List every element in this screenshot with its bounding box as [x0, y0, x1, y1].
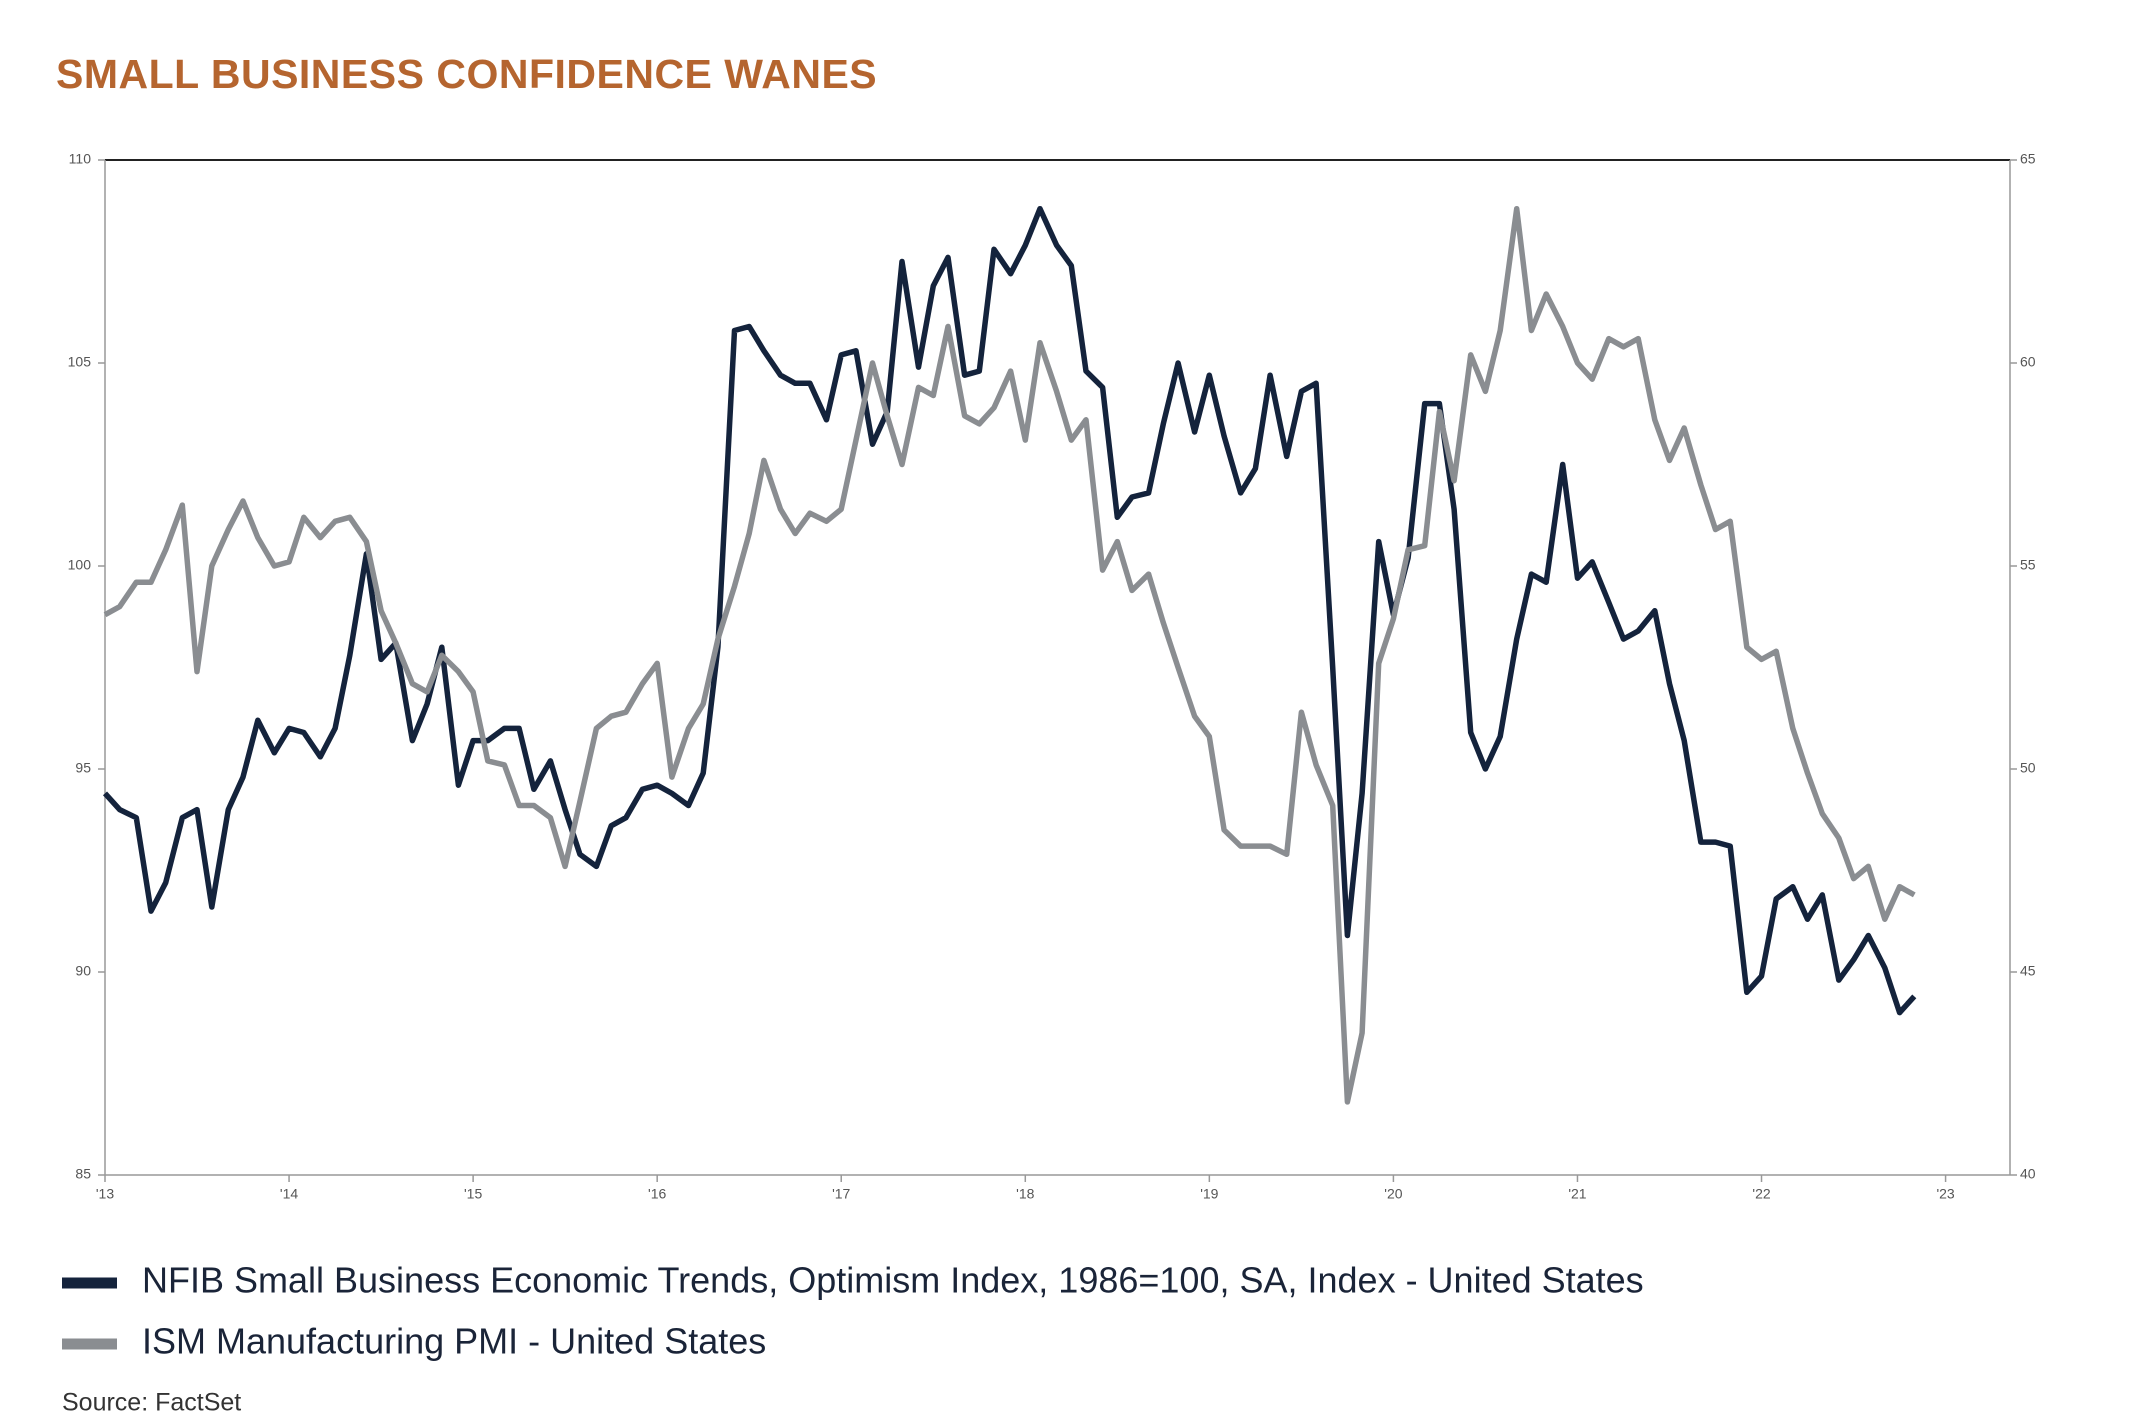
chart-title: SMALL BUSINESS CONFIDENCE WANES: [56, 51, 877, 97]
x-tick-label: '17: [832, 1186, 850, 1202]
y2-tick-label: 65: [2020, 151, 2036, 167]
x-tick-label: '18: [1016, 1186, 1034, 1202]
x-tick-label: '19: [1200, 1186, 1218, 1202]
x-tick-label: '23: [1936, 1186, 1954, 1202]
x-tick-label: '13: [96, 1186, 114, 1202]
y2-tick-label: 60: [2020, 354, 2036, 370]
y2-tick-label: 55: [2020, 557, 2036, 573]
y2-tick-label: 45: [2020, 963, 2036, 979]
y-tick-label: 105: [68, 354, 92, 370]
x-tick-label: '14: [280, 1186, 298, 1202]
x-tick-label: '15: [464, 1186, 482, 1202]
x-tick-label: '16: [648, 1186, 666, 1202]
y-tick-label: 100: [68, 557, 92, 573]
y-tick-label: 110: [69, 151, 92, 167]
y-tick-label: 85: [75, 1166, 91, 1182]
x-tick-label: '21: [1568, 1186, 1586, 1202]
series-line: [103, 205, 1916, 1105]
y2-tick-label: 50: [2020, 760, 2036, 776]
legend-label: NFIB Small Business Economic Trends, Opt…: [142, 1260, 1644, 1301]
x-tick-label: '22: [1752, 1186, 1770, 1202]
y2-tick-label: 40: [2020, 1166, 2036, 1182]
source-note: Source: FactSet: [62, 1389, 241, 1417]
legend-label: ISM Manufacturing PMI - United States: [142, 1321, 766, 1362]
y-tick-label: 90: [75, 963, 91, 979]
series-line: [102, 205, 1917, 1016]
x-tick-label: '20: [1384, 1186, 1402, 1202]
y-tick-label: 95: [75, 760, 91, 776]
